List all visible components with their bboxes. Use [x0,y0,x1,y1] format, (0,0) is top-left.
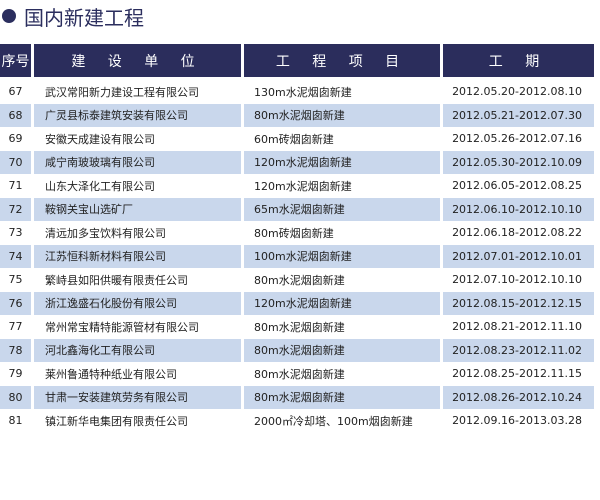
table-row: 78 河北鑫海化工有限公司 80m水泥烟囱新建 2012.08.23-2012.11.… [0,338,594,362]
header-company: 建 设 单 位 [34,44,241,80]
row-company: 江苏恒科新材料有限公司 [34,244,241,268]
row-project: 2000㎡冷却塔、100m烟囱新建 [254,414,413,428]
row-index: 73 [8,226,23,240]
row-index: 80 [0,385,31,409]
table-row: 77 常州常宝精特能源管材有限公司 80m水泥烟囱新建 2012.08.21-2012… [0,315,594,339]
row-index: 78 [0,338,31,362]
table-row: 74 江苏恒科新材料有限公司 100m水泥烟囱新建 2012.07.01-2012.1… [0,244,594,268]
row-company: 常州常宝精特能源管材有限公司 [45,320,199,334]
row-period: 2012.08.25-2012.11.15 [452,367,582,381]
row-project: 130m水泥烟囱新建 [254,85,352,99]
row-company: 繁峙县如阳供暖有限责任公司 [45,273,188,287]
row-index: 67 [8,85,23,99]
row-index: 68 [0,103,31,127]
row-project: 80m水泥烟囱新建 [254,320,345,334]
table-header: 序号 建 设 单 位 工 程 项 目 工 期 [0,44,594,80]
row-index: 75 [8,273,23,287]
table-row: 76 浙江逸盛石化股份有限公司 120m水泥烟囱新建 2012.08.15-2012.… [0,291,594,315]
table-row: 67 武汉常阳新力建设工程有限公司 130m水泥烟囱新建 2012.05.20-201… [0,80,594,104]
row-index: 69 [8,132,23,146]
row-project: 80m水泥烟囱新建 [244,103,440,127]
row-period: 2012.08.21-2012.11.10 [452,320,582,334]
row-period: 2012.08.26-2012.10.24 [443,385,594,409]
row-company: 镇江新华电集团有限责任公司 [45,414,188,428]
row-project: 80m水泥烟囱新建 [244,338,440,362]
table-row: 73 清远加多宝饮料有限公司 80m砖烟囱新建 2012.06.18-2012.08.… [0,221,594,245]
table-row: 71 山东大泽化工有限公司 120m水泥烟囱新建 2012.06.05-2012.08… [0,174,594,198]
row-period: 2012.08.15-2012.12.15 [443,291,594,315]
row-period: 2012.06.05-2012.08.25 [452,179,582,193]
row-period: 2012.05.26-2012.07.16 [452,132,582,146]
row-project: 120m水泥烟囱新建 [244,150,440,174]
row-company: 浙江逸盛石化股份有限公司 [34,291,241,315]
row-company: 山东大泽化工有限公司 [45,179,155,193]
row-project: 80m水泥烟囱新建 [254,367,345,381]
row-index: 71 [8,179,23,193]
row-company: 清远加多宝饮料有限公司 [45,226,166,240]
row-company: 河北鑫海化工有限公司 [34,338,241,362]
row-company: 甘肃一安装建筑劳务有限公司 [34,385,241,409]
table-row: 75 繁峙县如阳供暖有限责任公司 80m水泥烟囱新建 2012.07.10-2012.… [0,268,594,292]
row-period: 2012.05.20-2012.08.10 [452,85,582,99]
table-row: 80 甘肃一安装建筑劳务有限公司 80m水泥烟囱新建 2012.08.26-2012.… [0,385,594,409]
row-period: 2012.05.21-2012.07.30 [443,103,594,127]
table-row: 81 镇江新华电集团有限责任公司 2000㎡冷却塔、100m烟囱新建 2012.09.… [0,409,594,433]
section-title-text: 国内新建工程 [24,5,144,30]
table-row: 70 咸宁南玻玻璃有限公司 120m水泥烟囱新建 2012.05.30-2012.10… [0,150,594,174]
row-period: 2012.06.10-2012.10.10 [443,197,594,221]
header-project: 工 程 项 目 [244,44,440,80]
row-period: 2012.07.10-2012.10.10 [452,273,582,287]
row-company: 广灵县标泰建筑安装有限公司 [34,103,241,127]
row-project: 80m水泥烟囱新建 [254,273,345,287]
table-row: 69 安徽天成建设有限公司 60m砖烟囱新建 2012.05.26-2012.07.1… [0,127,594,151]
row-index: 76 [0,291,31,315]
row-company: 武汉常阳新力建设工程有限公司 [45,85,199,99]
projects-table: 序号 建 设 单 位 工 程 项 目 工 期 67 武汉常阳新力建设工程有限公司 1… [0,44,597,433]
row-index: 79 [8,367,23,381]
row-project: 80m水泥烟囱新建 [244,385,440,409]
row-company: 鞍钢关宝山选矿厂 [34,197,241,221]
header-period: 工 期 [443,44,594,80]
table-row: 72 鞍钢关宝山选矿厂 65m水泥烟囱新建 2012.06.10-2012.10.10 [0,197,594,221]
row-company: 安徽天成建设有限公司 [45,132,155,146]
table-row: 68 广灵县标泰建筑安装有限公司 80m水泥烟囱新建 2012.05.21-2012.… [0,103,594,127]
row-period: 2012.07.01-2012.10.01 [443,244,594,268]
row-index: 74 [0,244,31,268]
header-index: 序号 [0,44,31,80]
row-period: 2012.09.16-2013.03.28 [452,414,582,428]
row-index: 72 [0,197,31,221]
row-company: 莱州鲁通特种纸业有限公司 [45,367,177,381]
bullet-icon [2,9,16,23]
section-title: 国内新建工程 [2,2,144,30]
row-project: 120m水泥烟囱新建 [254,179,352,193]
row-index: 77 [8,320,23,334]
row-index: 81 [8,414,23,428]
row-project: 60m砖烟囱新建 [254,132,334,146]
row-project: 100m水泥烟囱新建 [244,244,440,268]
row-period: 2012.06.18-2012.08.22 [452,226,582,240]
row-index: 70 [0,150,31,174]
row-period: 2012.05.30-2012.10.09 [443,150,594,174]
row-project: 80m砖烟囱新建 [254,226,334,240]
row-project: 120m水泥烟囱新建 [244,291,440,315]
row-project: 65m水泥烟囱新建 [244,197,440,221]
row-period: 2012.08.23-2012.11.02 [443,338,594,362]
table-row: 79 莱州鲁通特种纸业有限公司 80m水泥烟囱新建 2012.08.25-2012.1… [0,362,594,386]
row-company: 咸宁南玻玻璃有限公司 [34,150,241,174]
